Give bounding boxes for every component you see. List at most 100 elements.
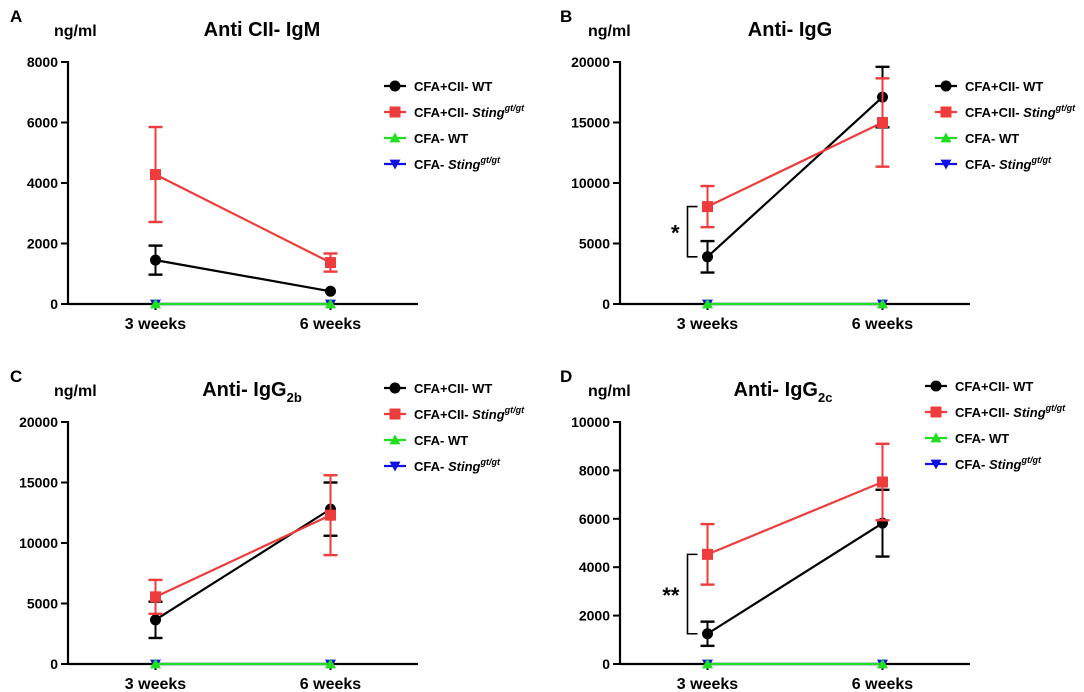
legend-label-prefix: CFA+CII- bbox=[414, 79, 472, 94]
legend-label-prefix: CFA+CII- bbox=[955, 379, 1013, 394]
legend-item: CFA- WT bbox=[925, 431, 1009, 446]
y-tick-label: 10000 bbox=[19, 535, 58, 551]
data-point bbox=[702, 251, 713, 263]
legend-item: CFA- Stinggt/gt bbox=[925, 455, 1042, 472]
data-point bbox=[150, 254, 161, 266]
legend-label-prefix: CFA- bbox=[414, 157, 448, 172]
legend-label-group: Sting bbox=[999, 157, 1032, 172]
legend-label-prefix: CFA+CII- bbox=[414, 407, 472, 422]
legend-marker bbox=[930, 459, 942, 470]
panel-b: Bng/ml Anti- IgG 0 5000 10000 15000 20000 3 wee… bbox=[560, 7, 1076, 333]
legend-label-superscript: gt/gt bbox=[504, 405, 525, 415]
series-wt bbox=[148, 481, 338, 640]
legend-label: CFA+CII- Stinggt/gt bbox=[965, 103, 1076, 120]
y-tick-label: 8000 bbox=[579, 462, 610, 478]
legend-item: CFA- WT bbox=[384, 131, 468, 146]
legend-marker bbox=[940, 106, 952, 118]
legend-label-superscript: gt/gt bbox=[479, 457, 500, 467]
legend-label-prefix: CFA- bbox=[414, 433, 448, 448]
legend-marker bbox=[389, 408, 401, 420]
legend-label: CFA+CII- Stinggt/gt bbox=[414, 103, 525, 120]
legend-item: CFA+CII- Stinggt/gt bbox=[925, 403, 1066, 420]
legend-label-superscript: gt/gt bbox=[1055, 103, 1076, 113]
data-point bbox=[325, 658, 336, 669]
y-axis-unit: ng/ml bbox=[54, 383, 97, 400]
legend-marker bbox=[389, 106, 401, 118]
chart-title: Anti- IgG bbox=[748, 19, 832, 41]
legend-label-group: WT bbox=[448, 433, 468, 448]
legend-label-superscript: gt/gt bbox=[1045, 403, 1066, 413]
y-tick-label: 15000 bbox=[19, 475, 58, 491]
chart-title-main: Anti- IgG bbox=[734, 379, 818, 401]
y-axis-unit: ng/ml bbox=[588, 383, 631, 400]
x-tick-label: 3 weeks bbox=[125, 316, 186, 333]
legend-label: CFA+CII- WT bbox=[955, 379, 1033, 394]
y-tick-label: 2000 bbox=[579, 608, 610, 624]
legend-label-prefix: CFA+CII- bbox=[414, 381, 472, 396]
y-tick-label: 2000 bbox=[27, 236, 58, 252]
legend-label-group: Sting bbox=[448, 459, 481, 474]
legend-label: CFA- WT bbox=[965, 131, 1019, 146]
series-wt bbox=[700, 65, 890, 274]
chart-title-subscript: 2b bbox=[287, 390, 302, 405]
series-line bbox=[155, 259, 331, 293]
data-point bbox=[150, 298, 161, 309]
y-tick-label: 6000 bbox=[579, 511, 610, 527]
series-sting bbox=[700, 442, 890, 586]
data-point bbox=[325, 298, 336, 309]
legend-marker bbox=[389, 80, 401, 92]
legend-item: CFA- WT bbox=[935, 131, 1019, 146]
legend-label-superscript: gt/gt bbox=[1030, 155, 1051, 165]
y-tick-label: 5000 bbox=[27, 596, 58, 612]
significance-bracket bbox=[686, 553, 698, 635]
legend-label-superscript: gt/gt bbox=[479, 155, 500, 165]
legend-label: CFA- WT bbox=[955, 431, 1009, 446]
data-point bbox=[702, 298, 713, 309]
legend-label: CFA- Stinggt/gt bbox=[955, 455, 1042, 472]
y-tick-label: 10000 bbox=[571, 414, 610, 430]
y-tick-label: 20000 bbox=[571, 54, 610, 70]
y-tick-label: 4000 bbox=[579, 559, 610, 575]
y-tick-label: 0 bbox=[602, 296, 610, 312]
legend-marker bbox=[389, 461, 401, 472]
panel-letter: A bbox=[10, 7, 22, 26]
x-tick-label: 3 weeks bbox=[125, 676, 186, 692]
series-line bbox=[155, 514, 331, 598]
legend-marker bbox=[389, 434, 401, 445]
panel-letter: B bbox=[560, 7, 572, 26]
x-tick-label: 6 weeks bbox=[300, 676, 361, 692]
legend-item: CFA+CII- WT bbox=[925, 379, 1033, 394]
data-point bbox=[150, 169, 161, 181]
chart-title-main: Anti CII- IgM bbox=[204, 19, 321, 41]
series-wt bbox=[148, 244, 336, 297]
y-tick-label: 15000 bbox=[571, 115, 610, 131]
legend-item: CFA+CII- WT bbox=[384, 79, 492, 94]
legend-label-prefix: CFA+CII- bbox=[414, 105, 472, 120]
x-tick-label: 6 weeks bbox=[852, 676, 913, 692]
legend-label-group: WT bbox=[472, 79, 492, 94]
legend-label-group: WT bbox=[999, 131, 1019, 146]
data-point bbox=[325, 509, 336, 521]
y-axis-unit: ng/ml bbox=[54, 23, 97, 40]
series-line bbox=[155, 173, 331, 264]
legend-item: CFA+CII- Stinggt/gt bbox=[384, 405, 525, 422]
legend-label-group: Sting bbox=[472, 407, 505, 422]
legend-label-group: WT bbox=[1013, 379, 1033, 394]
legend-label: CFA+CII- Stinggt/gt bbox=[955, 403, 1066, 420]
legend-marker bbox=[940, 132, 952, 143]
legend-label-prefix: CFA- bbox=[955, 431, 989, 446]
data-point bbox=[325, 285, 336, 297]
legend-label-group: WT bbox=[989, 431, 1009, 446]
legend-label-prefix: CFA- bbox=[965, 157, 999, 172]
legend-marker bbox=[930, 406, 942, 418]
legend-label-superscript: gt/gt bbox=[1020, 455, 1041, 465]
y-tick-label: 0 bbox=[602, 656, 610, 672]
legend-label-prefix: CFA- bbox=[414, 131, 448, 146]
panel-letter: C bbox=[10, 367, 22, 386]
legend-label: CFA+CII- WT bbox=[414, 79, 492, 94]
series-line bbox=[707, 121, 883, 208]
legend-label-group: WT bbox=[1023, 79, 1043, 94]
